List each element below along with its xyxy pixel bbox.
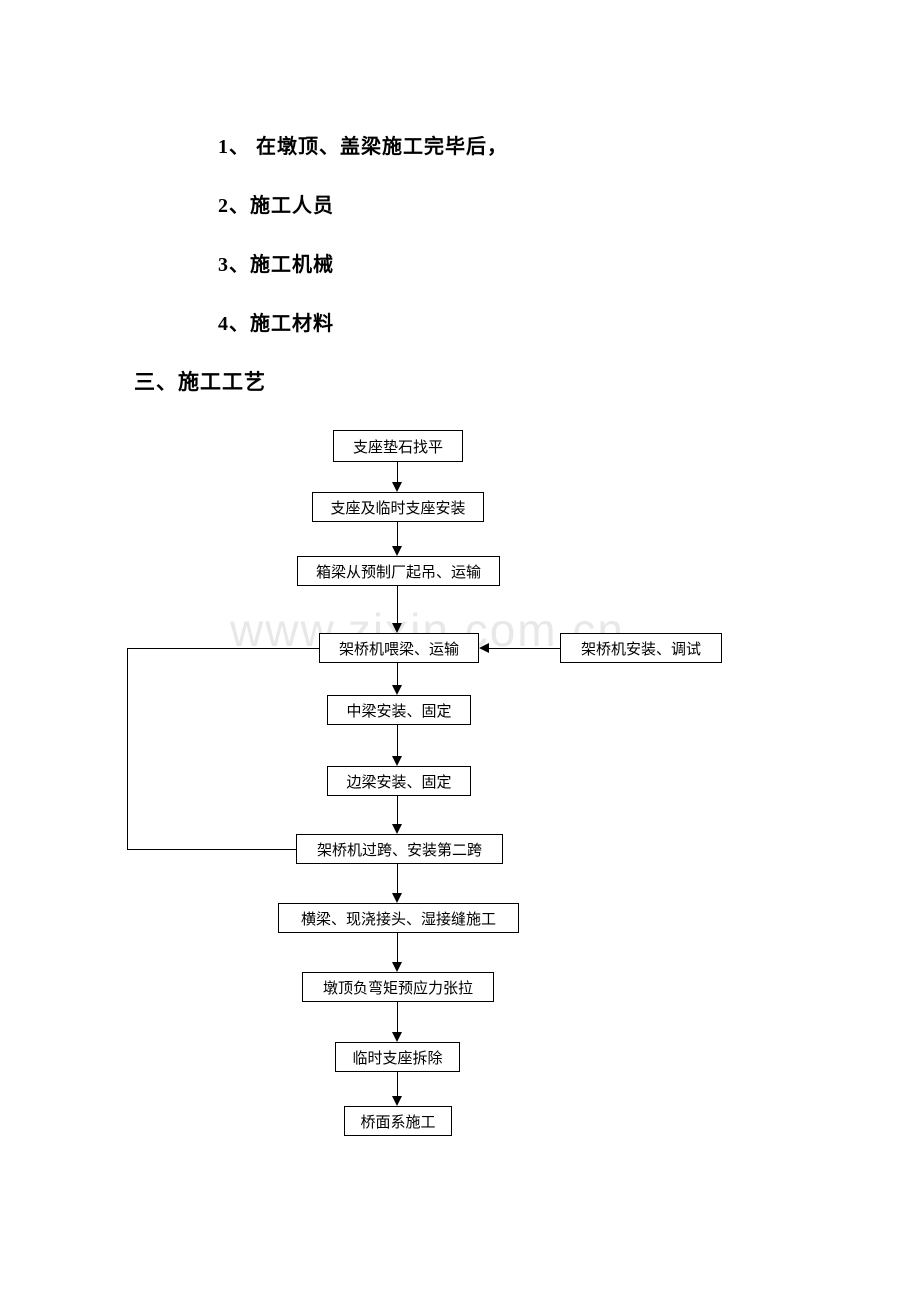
arrow-down-icon xyxy=(392,962,402,972)
list-item: 1、 在墩顶、盖梁施工完毕后， xyxy=(218,130,508,159)
flow-node: 支座及临时支座安装 xyxy=(312,492,484,522)
flow-line xyxy=(397,864,398,893)
flow-line xyxy=(127,648,128,849)
flow-line xyxy=(397,663,398,685)
flow-node: 架桥机喂梁、运输 xyxy=(319,633,479,663)
arrow-down-icon xyxy=(392,1032,402,1042)
flow-node: 箱梁从预制厂起吊、运输 xyxy=(297,556,500,586)
arrow-down-icon xyxy=(392,756,402,766)
list-section: 1、 在墩顶、盖梁施工完毕后， 2、施工人员 3、施工机械 4、施工材料 xyxy=(218,130,508,366)
flow-node: 墩顶负弯矩预应力张拉 xyxy=(302,972,494,1002)
arrow-down-icon xyxy=(392,685,402,695)
flow-line xyxy=(489,648,560,649)
list-item: 2、施工人员 xyxy=(218,189,508,218)
flow-line xyxy=(397,1002,398,1032)
flow-line xyxy=(397,725,398,756)
arrow-down-icon xyxy=(392,893,402,903)
section-title: 三、施工工艺 xyxy=(134,366,266,396)
arrow-down-icon xyxy=(392,623,402,633)
arrow-down-icon xyxy=(392,482,402,492)
list-item: 4、施工材料 xyxy=(218,307,508,336)
flow-line xyxy=(397,522,398,546)
flowchart-container: 支座垫石找平支座及临时支座安装箱梁从预制厂起吊、运输架桥机喂梁、运输 架桥机安装、… xyxy=(0,430,920,1230)
flow-node: 架桥机安装、调试 xyxy=(560,633,722,663)
flow-line xyxy=(397,462,398,482)
flow-line xyxy=(127,648,319,649)
arrow-left-icon xyxy=(479,643,489,653)
flow-line xyxy=(397,933,398,962)
arrow-down-icon xyxy=(392,824,402,834)
list-item: 3、施工机械 xyxy=(218,248,508,277)
flow-node: 架桥机过跨、安装第二跨 xyxy=(296,834,503,864)
flow-node: 中梁安装、固定 xyxy=(327,695,471,725)
flow-node: 桥面系施工 xyxy=(344,1106,452,1136)
flow-line xyxy=(397,586,398,623)
flow-node: 支座垫石找平 xyxy=(333,430,463,462)
flow-node: 横梁、现浇接头、湿接缝施工 xyxy=(278,903,519,933)
flow-line xyxy=(397,796,398,824)
arrow-down-icon xyxy=(392,1096,402,1106)
flow-node: 边梁安装、固定 xyxy=(327,766,471,796)
flow-line xyxy=(127,849,296,850)
flow-line xyxy=(397,1072,398,1096)
flow-node: 临时支座拆除 xyxy=(335,1042,460,1072)
arrow-down-icon xyxy=(392,546,402,556)
